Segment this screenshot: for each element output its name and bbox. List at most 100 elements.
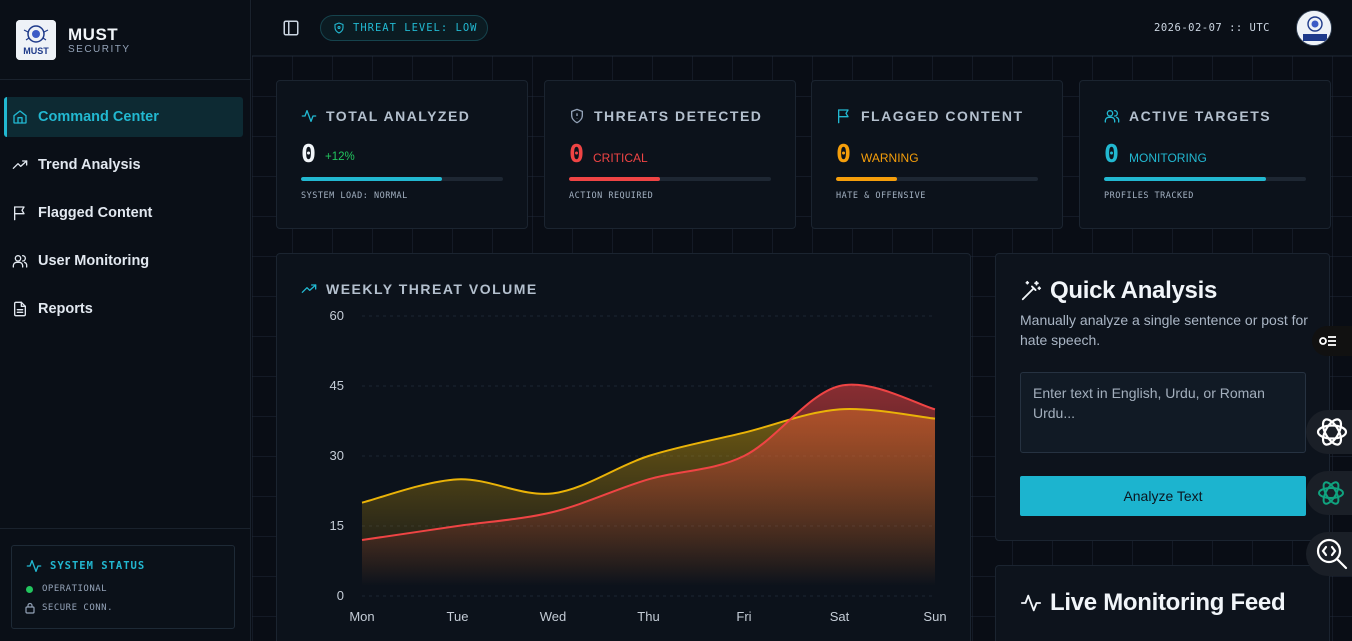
timestamp: 2026-02-07 :: UTC xyxy=(1154,22,1270,34)
y-tick-label: 60 xyxy=(330,308,344,323)
stat-tag: WARNING xyxy=(861,151,919,165)
threat-level-badge: THREAT LEVEL: LOW xyxy=(320,15,488,41)
stat-progress-fill xyxy=(1104,177,1266,181)
stat-value: 0 xyxy=(569,139,585,168)
stat-card-flagged-content: FLAGGED CONTENT 0 WARNING HATE & OFFENSI… xyxy=(811,80,1063,229)
stat-footnote: ACTION REQUIRED xyxy=(569,191,654,201)
users-icon xyxy=(1104,110,1120,123)
sidebar-item-trend-analysis[interactable]: Trend Analysis xyxy=(4,145,243,185)
stat-progress-track xyxy=(301,177,503,181)
series-area xyxy=(362,384,935,586)
sliders-icon xyxy=(1319,336,1336,346)
quick-analysis-description: Manually analyze a single sentence or po… xyxy=(1020,312,1308,348)
live-monitoring-feed-card: Live Monitoring Feed xyxy=(995,565,1330,641)
stat-tag: MONITORING xyxy=(1129,151,1207,165)
pulse-icon xyxy=(1020,594,1042,612)
shield-icon xyxy=(334,22,344,34)
sidebar-item-label: User Monitoring xyxy=(38,253,150,269)
stat-value: 0 xyxy=(301,139,317,168)
floating-chatgpt-button[interactable] xyxy=(1306,471,1352,515)
stat-progress-track xyxy=(569,177,771,181)
stat-title: ACTIVE TARGETS xyxy=(1129,108,1272,124)
sidebar-item-label: Reports xyxy=(38,301,93,317)
trend-icon xyxy=(301,284,317,293)
brand-logo[interactable]: MUST xyxy=(16,20,56,60)
quick-analysis-card: Quick Analysis Manually analyze a single… xyxy=(995,253,1330,541)
openai-icon xyxy=(1316,418,1348,446)
stat-card-active-targets: ACTIVE TARGETS 0 MONITORING PROFILES TRA… xyxy=(1079,80,1331,229)
y-tick-label: 15 xyxy=(330,518,344,533)
x-tick-label: Mon xyxy=(349,609,374,624)
stat-value: 0 xyxy=(836,139,852,168)
y-tick-label: 0 xyxy=(337,588,344,603)
pulse-icon xyxy=(26,560,42,572)
analysis-text-input[interactable] xyxy=(1020,372,1306,453)
stat-title: THREATS DETECTED xyxy=(594,108,763,124)
floating-settings-button[interactable] xyxy=(1312,326,1352,356)
weekly-threat-chart-card: WEEKLY THREAT VOLUME 0 15 30 45 60 Mon Tue Wed… xyxy=(276,253,971,641)
sidebar: MUST MUST SECURITY Command Center Trend … xyxy=(0,0,251,641)
logo-text: MUST xyxy=(23,46,49,56)
top-bar: THREAT LEVEL: LOW 2026-02-07 :: UTC xyxy=(252,0,1352,56)
brand-name: MUST xyxy=(68,25,119,44)
stat-title: TOTAL ANALYZED xyxy=(326,108,471,124)
document-icon xyxy=(14,301,26,317)
stat-footnote: SYSTEM LOAD: NORMAL xyxy=(301,191,408,201)
x-tick-label: Sat xyxy=(830,609,850,624)
sidebar-item-command-center[interactable]: Command Center xyxy=(4,97,243,137)
series-line xyxy=(361,383,936,541)
code-search-icon xyxy=(1316,538,1348,570)
stat-tag: CRITICAL xyxy=(593,151,648,165)
analyze-text-button[interactable]: Analyze Text xyxy=(1020,476,1306,516)
x-tick-label: Sun xyxy=(923,609,946,624)
brand-subtitle: SECURITY xyxy=(68,44,131,55)
y-tick-label: 45 xyxy=(330,378,344,393)
chart-title: WEEKLY THREAT VOLUME xyxy=(326,281,538,297)
x-tick-label: Wed xyxy=(540,609,567,624)
home-icon xyxy=(13,110,27,124)
sidebar-item-reports[interactable]: Reports xyxy=(4,289,243,329)
stat-card-threats-detected: THREATS DETECTED 0 CRITICAL ACTION REQUI… xyxy=(544,80,796,229)
trend-icon xyxy=(12,160,28,169)
floating-code-search-button[interactable] xyxy=(1306,532,1352,576)
sidebar-item-flagged-content[interactable]: Flagged Content xyxy=(4,193,243,233)
area-chart: 0 15 30 45 60 Mon Tue Wed Thu Fri Sat Sun xyxy=(330,308,947,624)
stat-value: 0 xyxy=(1104,139,1120,168)
stat-progress-fill xyxy=(836,177,897,181)
users-icon xyxy=(12,254,28,268)
flag-icon xyxy=(838,109,849,124)
flag-icon xyxy=(14,206,25,221)
x-tick-label: Thu xyxy=(637,609,659,624)
pulse-icon xyxy=(301,110,317,122)
system-status-panel: SYSTEM STATUS OPERATIONAL SECURE CONN. xyxy=(11,545,235,629)
chatgpt-icon xyxy=(1318,481,1344,505)
stat-progress-track xyxy=(836,177,1038,181)
sidebar-item-label: Command Center xyxy=(38,109,159,125)
lock-icon xyxy=(25,602,35,614)
status-secure-connection: SECURE CONN. xyxy=(42,603,114,613)
sidebar-item-label: Flagged Content xyxy=(38,205,153,221)
y-tick-label: 30 xyxy=(330,448,344,463)
avatar[interactable] xyxy=(1296,10,1332,46)
stat-title: FLAGGED CONTENT xyxy=(861,108,1024,124)
shield-icon xyxy=(571,108,583,124)
stat-footnote: PROFILES TRACKED xyxy=(1104,191,1194,201)
sidebar-item-user-monitoring[interactable]: User Monitoring xyxy=(4,241,243,281)
floating-assistant-button[interactable] xyxy=(1306,410,1352,454)
x-tick-label: Fri xyxy=(736,609,751,624)
magic-wand-icon xyxy=(1021,280,1042,301)
system-status-title: SYSTEM STATUS xyxy=(50,560,146,572)
stat-change: +12% xyxy=(325,151,355,163)
stat-progress-track xyxy=(1104,177,1306,181)
sidebar-toggle-icon[interactable] xyxy=(282,19,300,37)
brand-header: MUST MUST SECURITY xyxy=(0,0,251,80)
threat-level-text: THREAT LEVEL: LOW xyxy=(353,22,478,34)
x-tick-label: Tue xyxy=(447,609,469,624)
stat-progress-fill xyxy=(569,177,660,181)
status-operational: OPERATIONAL xyxy=(42,584,108,594)
quick-analysis-title: Quick Analysis xyxy=(1050,277,1217,304)
sidebar-item-label: Trend Analysis xyxy=(38,157,141,173)
stat-footnote: HATE & OFFENSIVE xyxy=(836,191,926,201)
sidebar-divider xyxy=(0,528,251,529)
status-dot xyxy=(26,586,33,593)
